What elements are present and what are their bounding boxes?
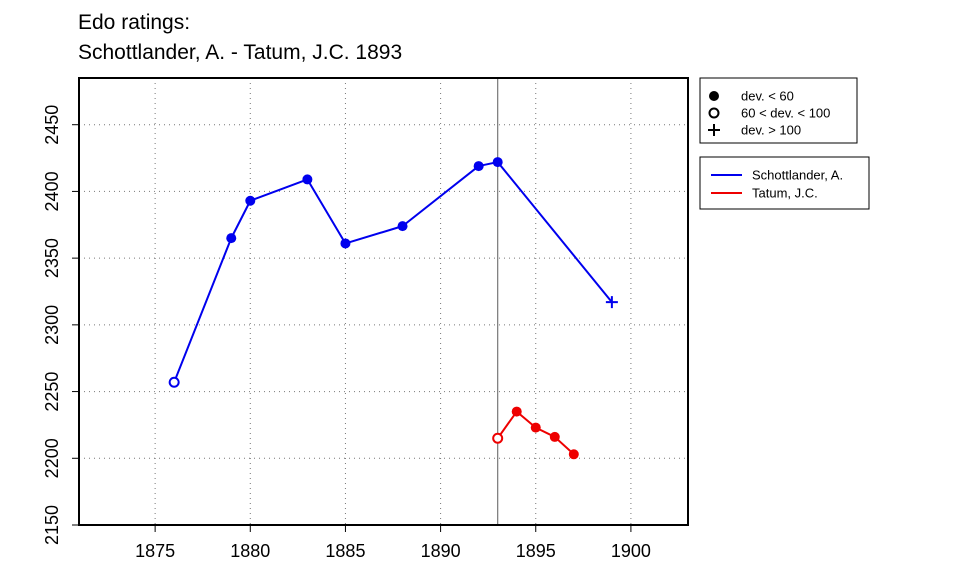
data-point: [245, 195, 256, 206]
y-tick-label: 2300: [42, 305, 62, 345]
marker-legend-box: [699, 77, 858, 144]
data-point: [226, 233, 237, 244]
data-point: [568, 449, 579, 460]
y-tick-label: 2350: [42, 238, 62, 278]
y-tick-label: 2400: [42, 171, 62, 211]
legend-marker-open-circle: [708, 107, 720, 119]
y-tick-label: 2200: [42, 438, 62, 478]
series-legend-box: [699, 156, 870, 210]
series-line: [496, 410, 575, 456]
legend-marker-plus: [708, 124, 720, 136]
series-1: [492, 406, 579, 460]
legends-group: dev. < 60 60 < dev. < 100 dev. > 100 Schott…: [699, 77, 870, 210]
x-tick-label: 1890: [421, 541, 461, 561]
marker-legend-label: 60 < dev. < 100: [741, 106, 830, 121]
x-tick-label: 1885: [325, 541, 365, 561]
data-point: [397, 221, 408, 232]
series-0: [168, 157, 618, 388]
legend-marker-filled-circle: [709, 91, 719, 101]
y-tick-label: 2150: [42, 505, 62, 545]
marker-legend-label: dev. > 100: [741, 123, 801, 138]
plot-frame: [78, 77, 689, 526]
x-tick-label: 1900: [611, 541, 651, 561]
x-tick-label: 1895: [516, 541, 556, 561]
chart-title-block: Edo ratings: Schottlander, A. - Tatum, J…: [78, 8, 402, 68]
series-line: [173, 161, 613, 383]
x-tick-label: 1875: [135, 541, 175, 561]
marker-legend: dev. < 60 60 < dev. < 100 dev. > 100: [699, 77, 858, 144]
data-point: [549, 431, 560, 442]
series-legend: Schottlander, A. Tatum, J.C.: [699, 156, 870, 210]
chart-title: Edo ratings:: [78, 11, 191, 34]
data-point: [511, 406, 522, 417]
data-point: [302, 174, 313, 185]
data-point: [530, 422, 541, 433]
axes-group: 1875 1880 1885 1890 1895 1900 2150 2200 2250 2300…: [42, 105, 651, 561]
data-point: [492, 157, 503, 168]
y-tick-label: 2450: [42, 105, 62, 145]
grid-lines: [79, 78, 688, 525]
data-point: [473, 161, 484, 172]
chart-subtitle: Schottlander, A. - Tatum, J.C. 1893: [78, 41, 403, 64]
data-point: [168, 376, 180, 388]
x-tick-label: 1880: [230, 541, 270, 561]
y-tick-label: 2250: [42, 372, 62, 412]
data-point: [340, 238, 351, 249]
marker-legend-label: dev. < 60: [741, 89, 794, 104]
data-point: [605, 296, 618, 309]
data-point: [492, 432, 504, 444]
series-legend-label: Tatum, J.C.: [752, 186, 818, 201]
series-group: [168, 157, 618, 460]
series-legend-label: Schottlander, A.: [752, 168, 843, 183]
